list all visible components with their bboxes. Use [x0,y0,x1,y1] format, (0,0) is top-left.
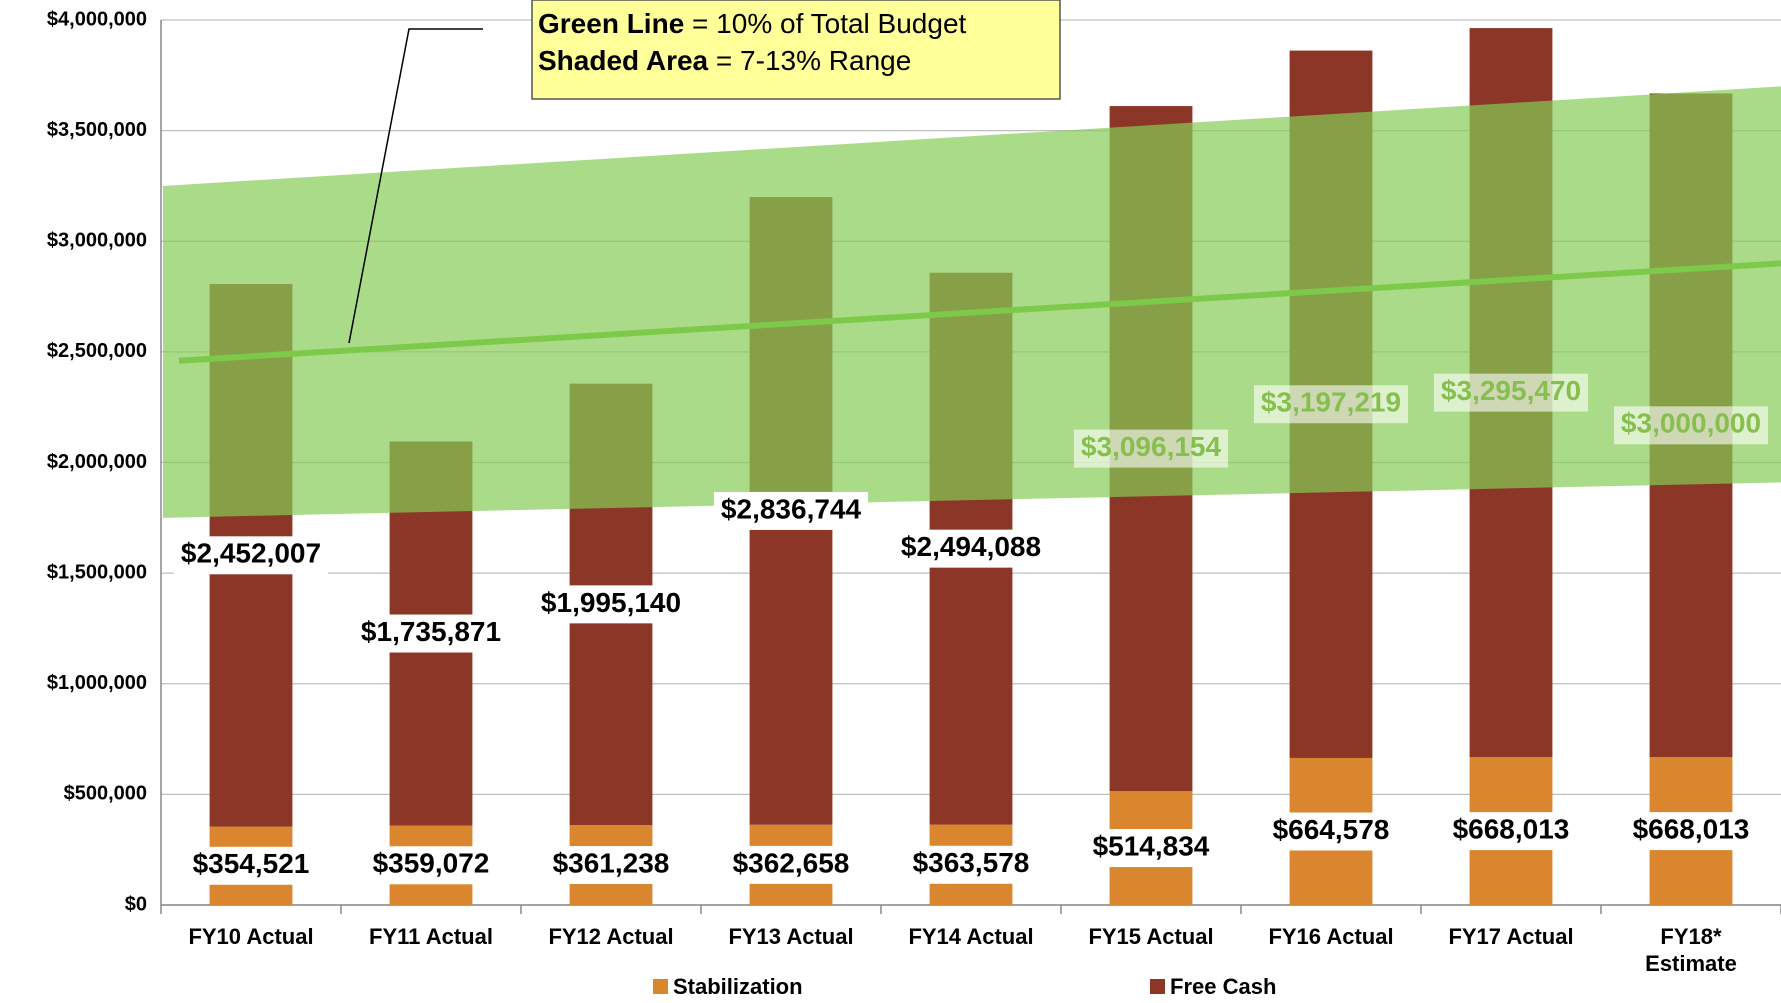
data-label: $668,013 [1633,813,1750,844]
data-label-bg [893,529,1049,568]
annotation-line: Green Line = 10% of Total Budget [538,8,967,39]
data-label: $1,735,871 [361,616,501,647]
y-tick-label: $4,000,000 [47,8,147,30]
data-label: $3,096,154 [1081,431,1222,462]
annotation-line: Shaded Area = 7-13% Range [538,45,911,76]
data-label-bg [1445,812,1577,851]
annotation: Green Line = 10% of Total Budget Shaded … [348,0,1061,344]
x-tick-label: FY18* Estimate [1645,924,1737,976]
data-label-bg [1253,385,1409,424]
data-label-bg [1085,829,1217,868]
y-tick-label: $1,000,000 [47,672,147,694]
data-label-bg [365,846,497,885]
x-tick-label: FY12 Actual [548,924,673,949]
data-label: $2,836,744 [721,493,862,524]
data-label: $514,834 [1093,830,1210,861]
y-tick-label: $500,000 [64,783,147,805]
data-label: $359,072 [373,848,490,879]
data-label-bg [185,846,317,885]
legend-label: Stabilization [673,974,803,999]
data-label: $668,013 [1453,813,1570,844]
x-tick-label: FY13 Actual [728,924,853,949]
data-label-bg [353,614,509,653]
data-label: $3,295,470 [1441,375,1581,406]
legend-swatch [1150,979,1165,994]
data-label-bg [173,536,329,575]
annotation-box [531,0,1061,100]
annotation-text: = 10% of Total Budget [692,8,966,39]
x-tick-label: FY10 Actual [188,924,313,949]
data-label: $361,238 [553,847,670,878]
range-band [163,86,1781,518]
legend-label: Free Cash [1170,974,1276,999]
data-label: $3,197,219 [1261,387,1401,418]
y-tick-label: $1,500,000 [47,561,147,583]
data-label: $1,995,140 [541,587,681,618]
y-tick-label: $3,000,000 [47,230,147,252]
x-tick-label: FY16 Actual [1268,924,1393,949]
data-label: $2,494,088 [901,531,1041,562]
data-label: $3,000,000 [1621,408,1761,439]
data-label: $362,658 [733,847,850,878]
callout-line [348,28,483,344]
data-label: $664,578 [1273,814,1390,845]
data-label-bg [1433,373,1589,412]
reference-line [178,260,1781,364]
data-label-bg [533,585,689,624]
data-label-bg [725,845,857,884]
data-label-bg [1613,406,1769,445]
x-tick-label: FY17 Actual [1448,924,1573,949]
data-label-bg [1625,812,1757,851]
data-label: $363,578 [913,847,1030,878]
y-tick-label: $3,500,000 [47,119,147,141]
data-label: $2,452,007 [181,538,321,569]
data-label: $354,521 [193,848,310,879]
annotation-bold: Shaded Area [538,45,709,76]
x-tick-label: FY14 Actual [908,924,1033,949]
annotation-bold: Green Line [538,8,684,39]
y-tick-label: $2,000,000 [47,451,147,473]
data-label-bg [713,491,869,530]
legend-swatch [653,979,668,994]
annotation-text: = 7-13% Range [716,45,911,76]
y-tick-label: $0 [125,893,147,915]
y-tick-label: $2,500,000 [47,340,147,362]
data-label-bg [1265,812,1397,851]
x-tick-label: FY15 Actual [1088,924,1213,949]
data-label-bg [1073,429,1229,468]
data-label-bg [545,846,677,885]
x-tick-label: FY11 Actual [369,924,493,949]
data-label-bg [905,845,1037,884]
